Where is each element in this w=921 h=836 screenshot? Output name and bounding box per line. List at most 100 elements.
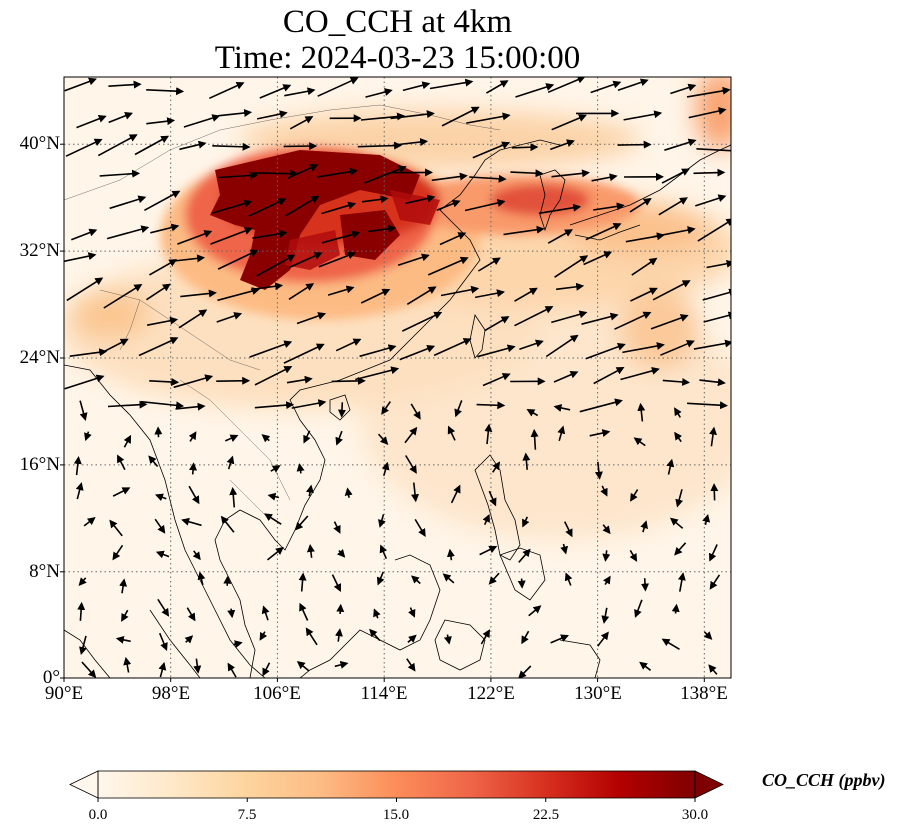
wind-arrow	[669, 517, 684, 529]
wind-arrow	[664, 138, 697, 151]
wind-arrow	[64, 252, 97, 263]
wind-arrow	[217, 109, 253, 117]
wind-arrow	[564, 572, 573, 586]
concentration-field	[64, 77, 731, 678]
wind-arrow	[65, 138, 103, 157]
wind-arrow	[144, 190, 181, 212]
wind-arrow	[117, 454, 126, 471]
wind-arrow	[285, 195, 320, 217]
wind-arrow	[510, 169, 544, 178]
wind-arrow	[554, 255, 589, 278]
wind-arrow	[150, 223, 180, 234]
wind-arrow	[267, 546, 284, 561]
wind-arrow	[563, 521, 573, 538]
wind-arrow	[431, 172, 468, 182]
wind-arrow	[146, 87, 185, 96]
wind-arrow	[696, 148, 731, 152]
wind-arrow	[703, 311, 731, 323]
wind-arrow	[589, 429, 611, 437]
wind-arrow	[336, 549, 346, 558]
wind-arrow	[617, 140, 652, 149]
wind-arrow	[256, 110, 288, 120]
wind-arrow	[503, 225, 545, 236]
wind-arrow	[66, 277, 104, 302]
wind-arrow	[482, 513, 490, 526]
wind-arrow	[637, 402, 646, 422]
wind-arrow	[446, 548, 455, 561]
wind-arrow	[71, 228, 98, 241]
wind-arrow	[212, 199, 253, 214]
wind-arrow	[146, 283, 171, 301]
wind-arrow	[381, 461, 390, 477]
wind-arrow	[109, 195, 147, 210]
wind-arrow	[666, 458, 675, 475]
wind-arrow	[173, 374, 214, 389]
wind-arrow	[633, 437, 646, 447]
wind-arrow	[296, 312, 327, 325]
lon-label-122e: 122°E	[467, 683, 515, 704]
wind-arrow	[180, 289, 217, 298]
wind-arrow	[148, 455, 159, 468]
wind-arrow	[376, 571, 385, 586]
coastlines	[64, 139, 731, 678]
wind-arrow	[365, 88, 393, 98]
wind-arrow	[377, 433, 389, 445]
wind-arrow	[76, 115, 107, 129]
wind-arrow	[360, 112, 405, 121]
wind-arrow	[660, 340, 695, 356]
wind-arrow	[335, 430, 343, 446]
wind-arrow	[368, 224, 397, 233]
wind-arrow	[99, 169, 141, 178]
wind-arrow	[360, 288, 391, 304]
wind-arrow	[538, 203, 582, 215]
wind-arrow	[212, 142, 251, 151]
wind-arrow	[429, 78, 474, 90]
wind-arrow	[337, 402, 346, 418]
wind-arrow	[289, 116, 314, 130]
wind-arrow	[359, 344, 397, 358]
wind-arrow	[414, 518, 426, 537]
wind-arrow	[155, 493, 167, 502]
wind-arrow	[488, 572, 500, 585]
wind-arrow	[192, 550, 201, 561]
wind-arrow	[188, 485, 200, 505]
lon-label-98e: 98°E	[151, 683, 191, 704]
map-subtitle-time: Time: 2024-03-23 15:00:00	[214, 40, 581, 76]
wind-arrow	[405, 194, 436, 205]
wind-arrow	[233, 640, 243, 649]
wind-arrow	[593, 367, 625, 385]
colorbar-label: CO_CCH (ppbv)	[762, 770, 886, 790]
wind-arrow	[477, 257, 501, 272]
wind-arrow	[511, 143, 539, 152]
wind-arrow	[306, 484, 314, 497]
wind-arrow	[216, 312, 243, 323]
wind-arrow	[183, 114, 221, 128]
wind-arrow	[253, 169, 299, 178]
wind-arrow	[703, 631, 713, 640]
wind-arrow	[709, 426, 717, 447]
wind-arrow	[472, 141, 511, 159]
wind-arrow	[454, 400, 463, 418]
wind-arrow	[464, 199, 506, 212]
wind-arrow	[551, 169, 590, 178]
wind-arrow	[134, 135, 170, 156]
wind-arrow	[492, 461, 501, 473]
wind-arrow	[224, 434, 239, 442]
wind-arrow	[411, 482, 420, 503]
wind-arrow	[155, 550, 170, 559]
wind-arrow	[227, 608, 236, 619]
wind-arrow	[101, 338, 129, 354]
wind-arrow	[443, 634, 452, 645]
colorbar	[69, 770, 724, 802]
wind-arrow	[259, 631, 268, 641]
wind-arrow	[77, 601, 86, 621]
wind-arrow	[227, 662, 237, 678]
wind-arrow	[687, 401, 728, 410]
wind-arrow	[106, 225, 150, 240]
wind-arrow	[556, 282, 585, 291]
wind-arrow	[485, 80, 509, 94]
wind-arrow	[650, 314, 689, 330]
wind-arrow	[530, 428, 539, 450]
wind-arrow	[436, 199, 461, 211]
